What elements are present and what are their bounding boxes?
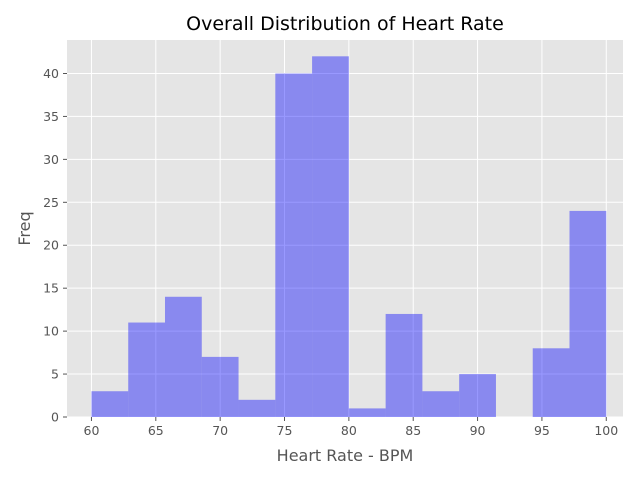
histogram-bar bbox=[128, 322, 165, 417]
x-axis-ticks: 60 65 70 75 80 85 90 95 100 bbox=[84, 417, 618, 438]
histogram-bar bbox=[569, 210, 607, 417]
histogram-bar bbox=[312, 56, 349, 418]
y-tick-label: 25 bbox=[43, 195, 59, 210]
plot-area-background bbox=[67, 40, 623, 417]
x-tick-label: 85 bbox=[405, 423, 421, 438]
x-tick-label: 95 bbox=[534, 423, 550, 438]
x-tick-label: 60 bbox=[84, 423, 100, 438]
histogram-bar bbox=[348, 408, 386, 417]
histogram-bar bbox=[91, 391, 129, 417]
y-axis-ticks: 0 5 10 15 20 25 30 35 40 bbox=[43, 66, 67, 425]
y-tick-label: 0 bbox=[51, 410, 59, 425]
x-tick-label: 75 bbox=[277, 423, 293, 438]
histogram-bars bbox=[91, 56, 607, 418]
histogram-bar bbox=[238, 399, 276, 417]
y-axis-label: Freq bbox=[15, 211, 34, 245]
y-tick-label: 40 bbox=[43, 66, 59, 81]
histogram-bar bbox=[275, 73, 313, 417]
y-tick-label: 15 bbox=[43, 281, 59, 296]
histogram-bar bbox=[164, 296, 202, 417]
x-tick-label: 70 bbox=[212, 423, 228, 438]
y-tick-label: 10 bbox=[43, 324, 59, 339]
y-tick-label: 5 bbox=[51, 367, 59, 382]
x-tick-label: 80 bbox=[341, 423, 357, 438]
x-axis-label: Heart Rate - BPM bbox=[277, 446, 414, 465]
histogram-bar bbox=[201, 356, 239, 417]
x-tick-label: 100 bbox=[594, 423, 618, 438]
grid-lines bbox=[67, 40, 623, 418]
x-tick-label: 65 bbox=[148, 423, 164, 438]
histogram-bar bbox=[459, 374, 496, 417]
x-tick-label: 90 bbox=[470, 423, 486, 438]
histogram-bar bbox=[532, 348, 570, 417]
chart-title: Overall Distribution of Heart Rate bbox=[186, 13, 504, 35]
histogram-bar bbox=[385, 313, 423, 417]
y-tick-label: 20 bbox=[43, 238, 59, 253]
histogram-bar bbox=[422, 391, 460, 417]
y-tick-label: 30 bbox=[43, 152, 59, 167]
y-tick-label: 35 bbox=[43, 109, 59, 124]
